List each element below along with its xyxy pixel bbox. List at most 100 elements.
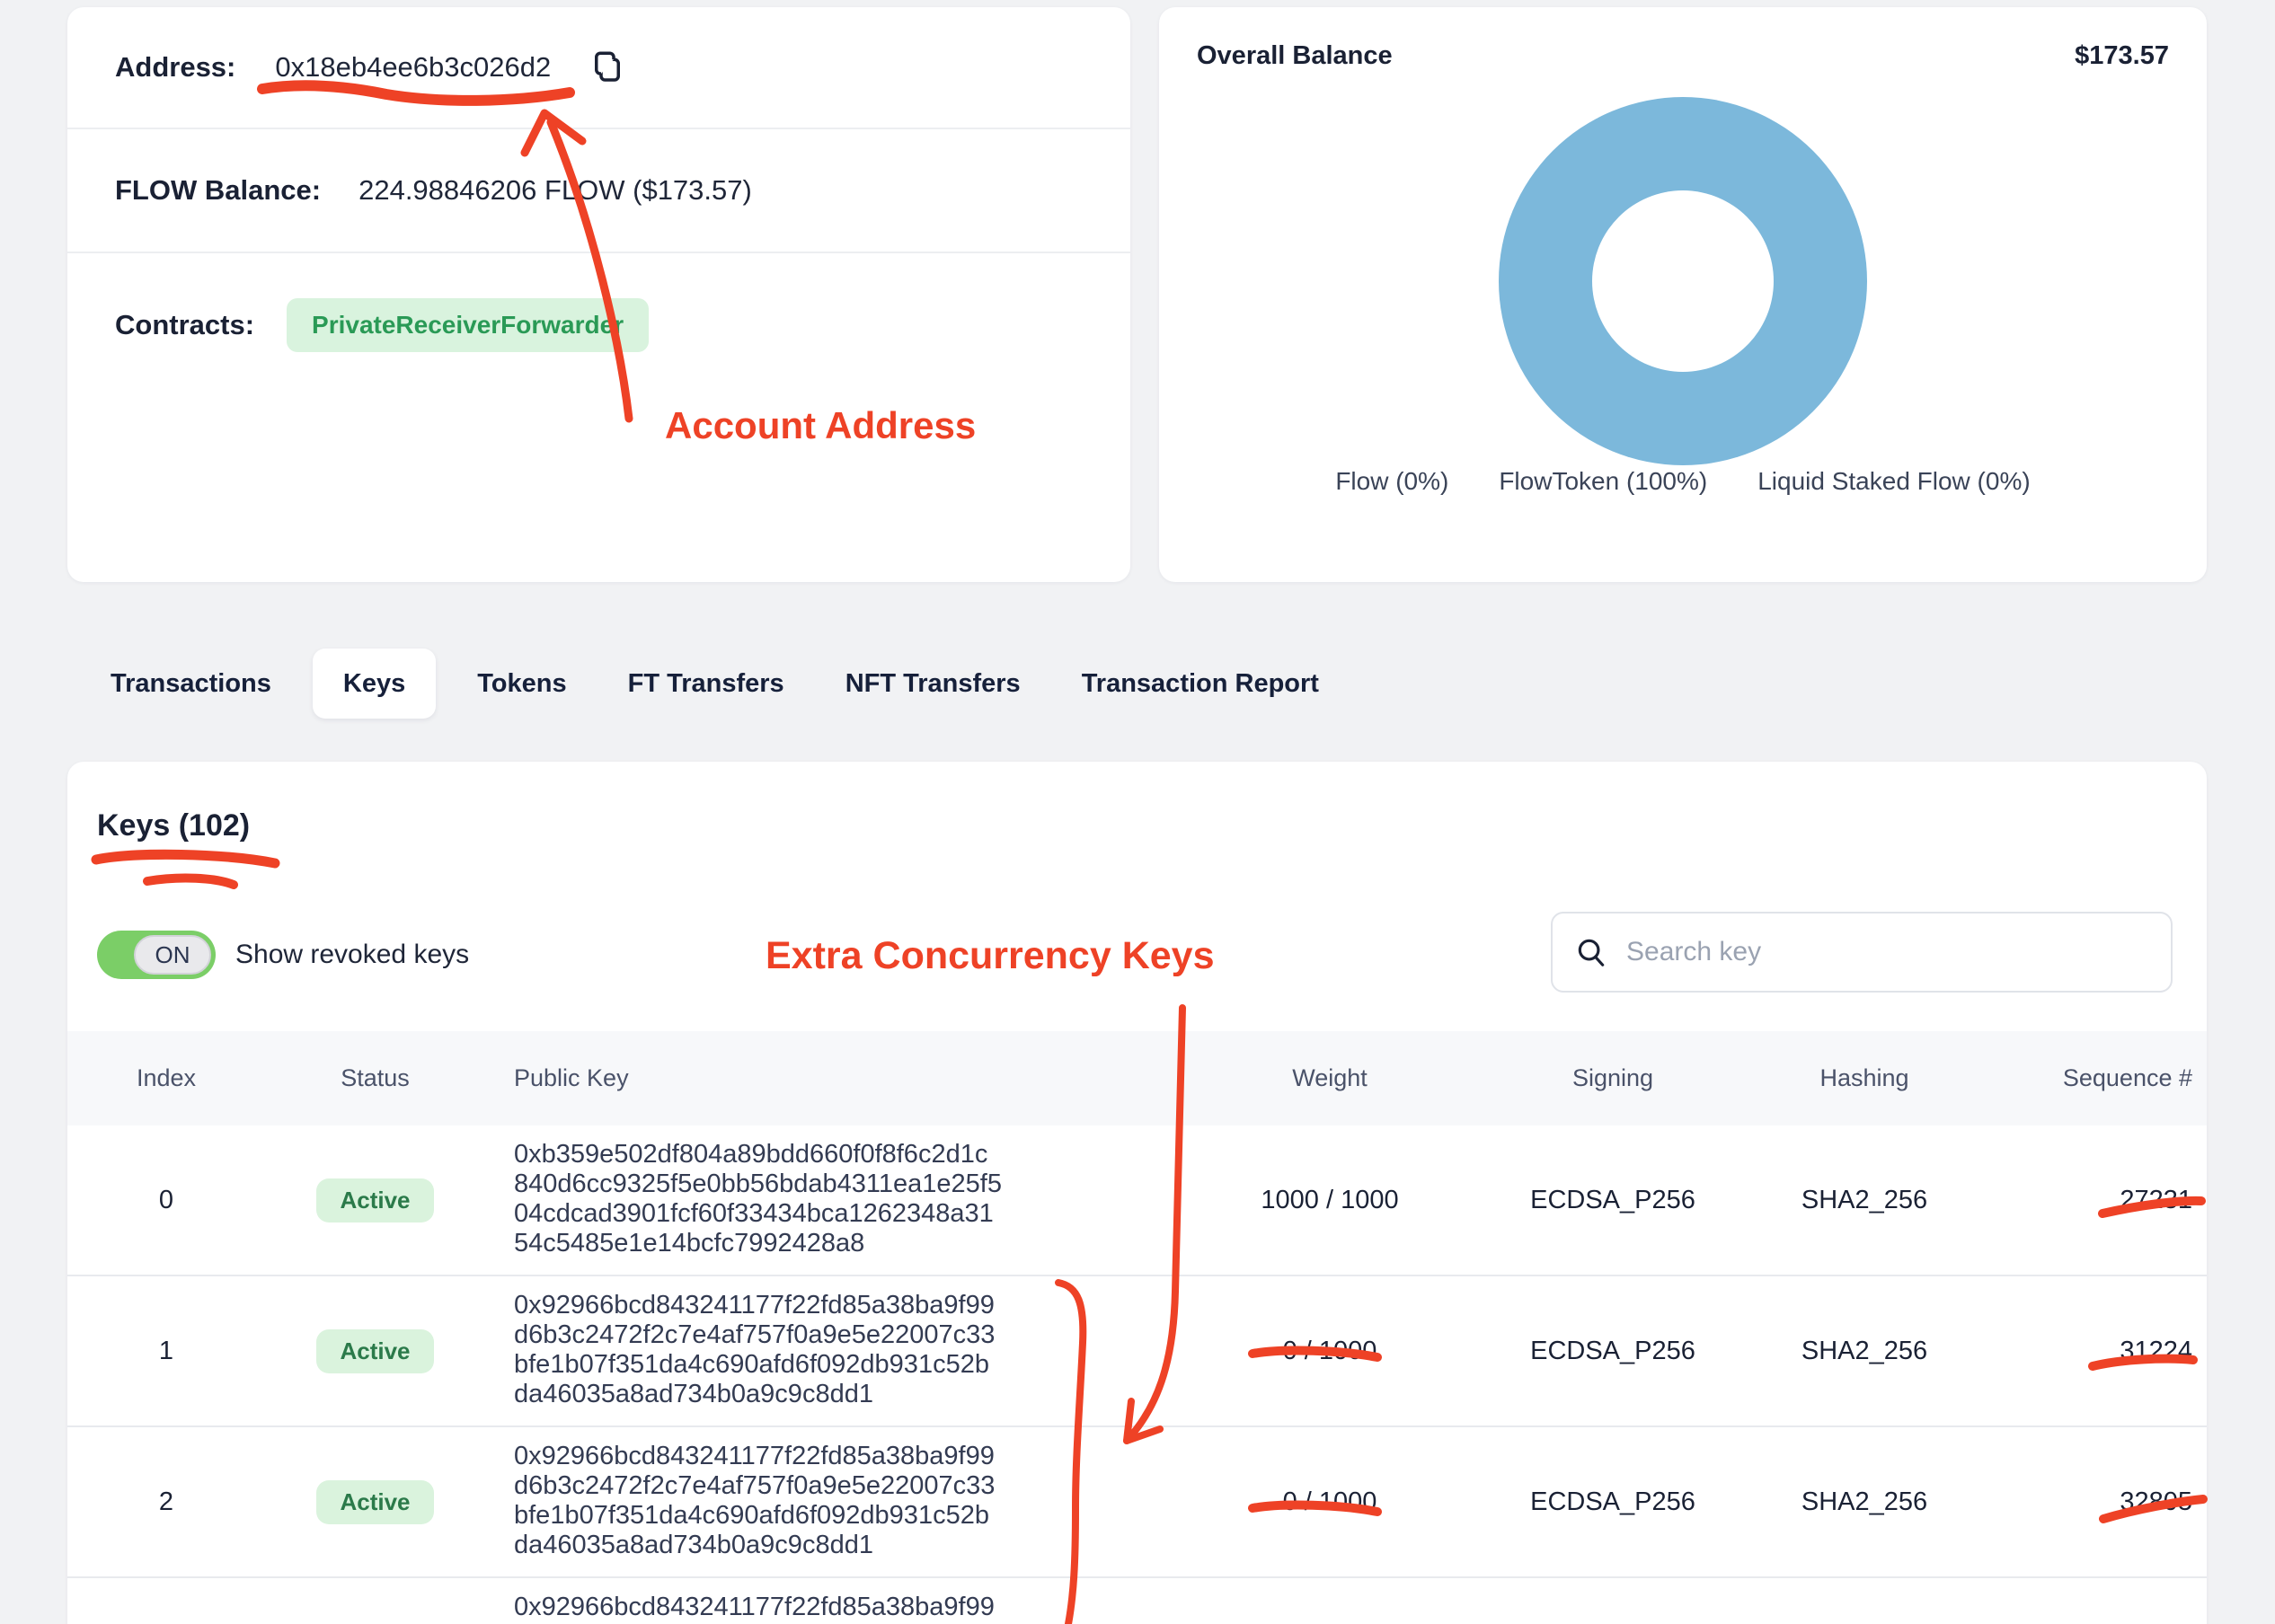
key-line: 0x92966bcd843241177f22fd85a38ba9f99	[514, 1291, 995, 1320]
key-search-box[interactable]	[1551, 912, 2173, 993]
toggle-knob: ON	[134, 935, 211, 975]
account-tabs: Transactions Keys Tokens FT Transfers NF…	[111, 649, 1319, 719]
donut-legend: Flow (0%) FlowToken (100%) Liquid Staked…	[1159, 467, 2207, 496]
flow-balance-value: 224.98846206 FLOW ($173.57)	[359, 174, 752, 206]
tab-nft-transfers[interactable]: NFT Transfers	[845, 668, 1021, 698]
keys-section-card: Keys (102) ON Show revoked keys Index St…	[67, 762, 2207, 1624]
cell-sequence: 47510	[1968, 1578, 2207, 1624]
cell-public-key: 0x92966bcd843241177f22fd85a38ba9f99 d6b3…	[485, 1276, 1195, 1425]
header-status: Status	[341, 1064, 410, 1091]
show-revoked-keys-toggle[interactable]: ON	[97, 931, 216, 979]
key-line: da46035a8ad734b0a9c9c8dd1	[514, 1531, 873, 1559]
tab-transaction-report[interactable]: Transaction Report	[1081, 668, 1319, 698]
address-label: Address:	[115, 51, 236, 83]
tab-tokens[interactable]: Tokens	[477, 668, 567, 698]
contracts-row: Contracts: PrivateReceiverForwarder	[67, 253, 1130, 397]
tab-ft-transfers[interactable]: FT Transfers	[627, 668, 784, 698]
cell-weight: 0 / 1000	[1282, 1336, 1377, 1365]
donut-ring	[1499, 97, 1867, 465]
key-line: bfe1b07f351da4c690afd6f092db931c52b	[514, 1350, 989, 1379]
table-row: 3 Active 0x92966bcd843241177f22fd85a38ba…	[67, 1578, 2207, 1624]
tab-transactions[interactable]: Transactions	[111, 668, 271, 698]
copy-address-button[interactable]	[589, 49, 626, 86]
address-row: Address: 0x18eb4ee6b3c026d2	[67, 7, 1130, 129]
header-public-key: Public Key	[514, 1064, 629, 1091]
cell-weight: 0 / 1000	[1282, 1487, 1377, 1516]
cell-status: Active	[265, 1276, 485, 1425]
balance-amount: $173.57	[2075, 41, 2169, 70]
search-icon	[1578, 939, 1605, 966]
toggle-label: Show revoked keys	[235, 940, 470, 969]
cell-sequence: 27231	[2120, 1185, 2192, 1214]
keys-title: Keys (102)	[97, 808, 251, 843]
cell-status: Active	[265, 1427, 485, 1576]
account-info-card: Address: 0x18eb4ee6b3c026d2 FLOW Balance…	[67, 7, 1130, 582]
key-line: da46035a8ad734b0a9c9c8dd1	[514, 1380, 873, 1408]
cell-hashing: SHA2_256	[1761, 1578, 1968, 1624]
status-badge: Active	[316, 1328, 434, 1373]
cell-hashing: SHA2_256	[1801, 1487, 1928, 1516]
donut-hole	[1592, 190, 1774, 372]
key-line: d6b3c2472f2c7e4af757f0a9e5e22007c33	[514, 1320, 996, 1349]
legend-item-flowtoken: FlowToken (100%)	[1499, 467, 1708, 495]
cell-weight: 1000 / 1000	[1261, 1185, 1399, 1214]
header-hashing: Hashing	[1819, 1064, 1909, 1091]
overall-balance-card: Overall Balance $173.57 Flow (0%) FlowTo…	[1159, 7, 2207, 582]
header-index: Index	[136, 1064, 197, 1091]
balance-card-header: Overall Balance $173.57	[1159, 7, 2207, 71]
header-signing: Signing	[1571, 1064, 1654, 1091]
status-badge: Active	[316, 1178, 434, 1222]
flow-balance-label: FLOW Balance:	[115, 174, 322, 206]
keys-table-header: Index Status Public Key Weight Signing H…	[67, 1031, 2207, 1125]
legend-item-flow: Flow (0%)	[1335, 467, 1449, 495]
table-row: 0 Active 0xb359e502df804a89bdd660f0f8f6c…	[67, 1125, 2207, 1276]
key-line: d6b3c2472f2c7e4af757f0a9e5e22007c33	[514, 1471, 996, 1500]
search-key-input[interactable]	[1626, 937, 2149, 967]
cell-signing: ECDSA_P256	[1465, 1578, 1761, 1624]
flow-balance-row: FLOW Balance: 224.98846206 FLOW ($173.57…	[67, 129, 1130, 253]
balance-card-title: Overall Balance	[1197, 41, 1393, 70]
copy-icon	[595, 51, 621, 82]
cell-hashing: SHA2_256	[1801, 1336, 1928, 1365]
key-line: 54c5485e1e14bcfc7992428a8	[514, 1229, 865, 1258]
key-line: d6b3c2472f2c7e4af757f0a9e5e22007c33	[514, 1622, 995, 1624]
contracts-label: Contracts:	[115, 309, 255, 340]
tab-keys-label: Keys	[342, 668, 406, 698]
top-summary-row: Address: 0x18eb4ee6b3c026d2 FLOW Balance…	[67, 7, 2207, 582]
cell-sequence: 32805	[2120, 1487, 2192, 1516]
key-line: 0x92966bcd843241177f22fd85a38ba9f99	[514, 1593, 995, 1621]
header-sequence: Sequence #	[2062, 1064, 2192, 1091]
cell-index: 0	[158, 1185, 174, 1214]
key-line: 0xb359e502df804a89bdd660f0f8f6c2d1c	[514, 1140, 988, 1169]
cell-signing: ECDSA_P256	[1530, 1336, 1695, 1365]
key-line: 04cdcad3901fcf60f33434bca1262348a31	[514, 1199, 994, 1228]
cell-index: 2	[158, 1487, 174, 1516]
cell-status: Active	[265, 1125, 485, 1275]
key-line: bfe1b07f351da4c690afd6f092db931c52b	[514, 1501, 989, 1530]
cell-index: 3	[67, 1578, 265, 1624]
status-badge: Active	[316, 1479, 434, 1524]
revoked-keys-toggle-row: ON Show revoked keys	[97, 931, 469, 979]
keys-table: Index Status Public Key Weight Signing H…	[67, 1031, 2207, 1624]
cell-public-key: 0x92966bcd843241177f22fd85a38ba9f99 d6b3…	[485, 1427, 1195, 1576]
key-line: 0x92966bcd843241177f22fd85a38ba9f99	[514, 1442, 995, 1470]
contract-badge[interactable]: PrivateReceiverForwarder	[287, 298, 650, 352]
table-row: 2 Active 0x92966bcd843241177f22fd85a38ba…	[67, 1427, 2207, 1578]
table-row: 1 Active 0x92966bcd843241177f22fd85a38ba…	[67, 1276, 2207, 1427]
cell-hashing: SHA2_256	[1801, 1185, 1928, 1214]
header-weight: Weight	[1292, 1064, 1368, 1091]
address-value: 0x18eb4ee6b3c026d2	[275, 51, 552, 83]
keys-controls: ON Show revoked keys	[97, 912, 2173, 993]
cell-public-key: 0xb359e502df804a89bdd660f0f8f6c2d1c 840d…	[485, 1125, 1195, 1275]
tab-keys-selected[interactable]: Keys	[312, 649, 437, 719]
legend-item-liquid-staked-flow: Liquid Staked Flow (0%)	[1757, 467, 2031, 495]
cell-index: 1	[158, 1336, 174, 1365]
cell-status: Active	[265, 1578, 485, 1624]
balance-donut-chart	[1499, 97, 1867, 465]
cell-weight: 0 / 1000	[1195, 1578, 1465, 1624]
cell-sequence: 31224	[2120, 1336, 2192, 1365]
cell-signing: ECDSA_P256	[1530, 1185, 1695, 1214]
key-line: 840d6cc9325f5e0bb56bdab4311ea1e25f5	[514, 1169, 1002, 1198]
cell-signing: ECDSA_P256	[1530, 1487, 1695, 1516]
